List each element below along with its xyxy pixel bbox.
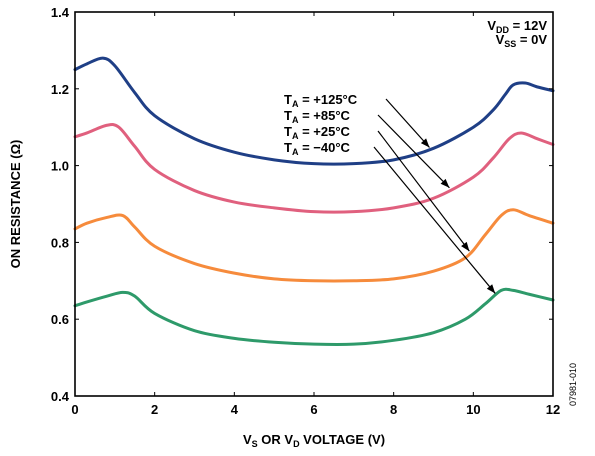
condition-label-0: VDD = 12V bbox=[487, 18, 547, 35]
temp-label-0: TA = +125°C bbox=[284, 92, 358, 109]
x-tick-label: 12 bbox=[546, 402, 560, 417]
series-line-1 bbox=[73, 123, 555, 214]
y-tick-label: 0.4 bbox=[51, 389, 70, 404]
x-tick-label: 2 bbox=[151, 402, 158, 417]
annotation-arrow-1 bbox=[377, 114, 450, 189]
y-tick-label: 0.6 bbox=[51, 312, 69, 327]
y-tick-label: 1.2 bbox=[51, 82, 69, 97]
x-tick-label: 0 bbox=[71, 402, 78, 417]
x-tick-label: 4 bbox=[231, 402, 239, 417]
plot-frame bbox=[74, 11, 554, 397]
tick-layer: 0 2 4 6 8 10 12 0.4 0.6 0.8 1.0 1.2 1.4 bbox=[51, 5, 560, 417]
figure-code: 07981-010 bbox=[568, 363, 578, 406]
condition-label-1: VSS = 0V bbox=[496, 32, 548, 49]
y-tick-label: 1.4 bbox=[51, 5, 70, 20]
series-line-3 bbox=[73, 287, 555, 347]
series-layer bbox=[73, 56, 555, 347]
y-axis-title: ON RESISTANCE (Ω) bbox=[8, 140, 23, 269]
annotation-arrows bbox=[373, 98, 496, 294]
x-tick-label: 6 bbox=[310, 402, 317, 417]
arrowhead-0 bbox=[420, 138, 430, 148]
temp-label-1: TA = +85°C bbox=[284, 108, 351, 125]
x-tick-label: 10 bbox=[466, 402, 480, 417]
temp-label-2: TA = +25°C bbox=[284, 124, 351, 141]
temp-label-3: TA = −40°C bbox=[284, 140, 351, 157]
x-axis-title: VS OR VD VOLTAGE (V) bbox=[243, 432, 385, 449]
annotation-arrow-2 bbox=[377, 130, 470, 252]
arrowhead-1 bbox=[440, 178, 450, 188]
y-tick-label: 1.0 bbox=[51, 159, 69, 174]
annotation-arrow-0 bbox=[385, 98, 430, 148]
y-tick-label: 0.8 bbox=[51, 235, 69, 250]
arrowhead-2 bbox=[461, 241, 470, 252]
x-tick-label: 8 bbox=[390, 402, 397, 417]
series-line-2 bbox=[73, 208, 555, 283]
annotation-arrow-3 bbox=[373, 146, 496, 294]
series-line-0 bbox=[73, 56, 555, 166]
arrowhead-3 bbox=[486, 284, 496, 294]
